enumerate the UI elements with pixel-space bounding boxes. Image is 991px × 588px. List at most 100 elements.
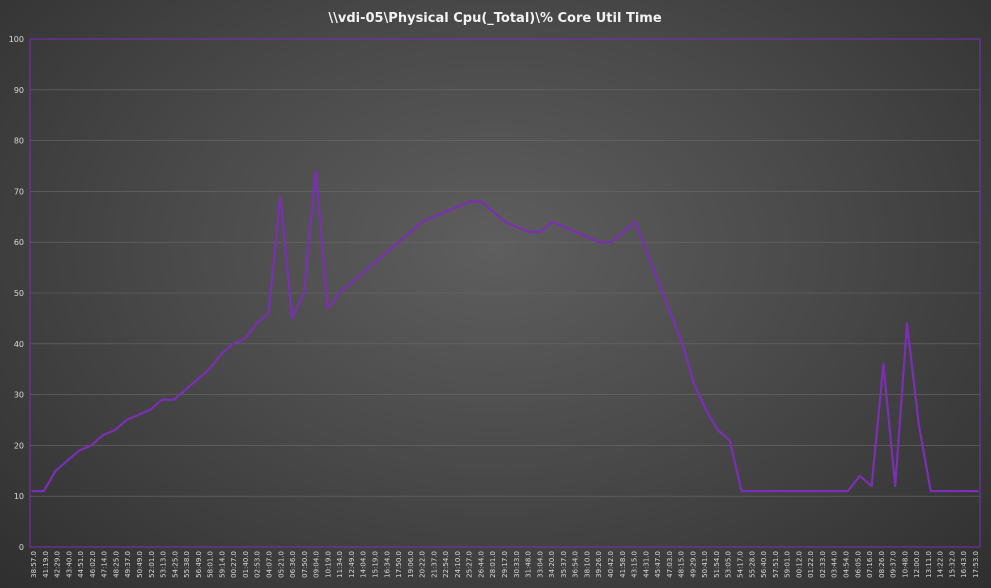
x-tick-label: 35:37.0 (560, 551, 568, 578)
data-point (149, 409, 152, 411)
data-point (291, 317, 293, 320)
x-tick-label: 56:40.0 (760, 551, 768, 578)
data-point (397, 241, 400, 243)
data-point (977, 490, 979, 492)
data-point (421, 221, 424, 223)
data-point (516, 226, 518, 228)
y-tick-label: 30 (14, 391, 24, 400)
data-point (740, 490, 743, 492)
data-point (965, 490, 967, 492)
x-tick-label: 21:37.0 (430, 551, 438, 578)
cpu-util-series-line (32, 170, 978, 493)
data-point (563, 226, 565, 228)
data-point (315, 170, 317, 172)
data-point (362, 271, 364, 274)
data-point (409, 231, 412, 233)
data-point (847, 490, 849, 492)
x-tick-label: 03:44.0 (831, 551, 839, 578)
data-point (208, 368, 211, 371)
x-tick-label: 11:34.0 (336, 551, 344, 578)
x-tick-label: 07:16.0 (866, 551, 874, 578)
x-tick-label: 00:12.0 (795, 551, 803, 578)
x-tick-label: 48:15.0 (678, 551, 686, 578)
y-tick-label: 100 (9, 35, 24, 44)
x-tick-label: 01:22.0 (807, 551, 815, 578)
x-tick-label: 50:41.0 (701, 551, 709, 578)
data-point (220, 353, 222, 355)
x-tick-label: 55:28.0 (748, 551, 756, 578)
data-point (196, 378, 199, 381)
x-tick-label: 49:29.0 (689, 551, 697, 578)
x-tick-label: 44:31.0 (642, 551, 650, 578)
x-tick-label: 30:33.0 (513, 551, 521, 578)
x-tick-label: 47:14.0 (101, 551, 109, 578)
x-tick-label: 57:51.0 (772, 551, 780, 578)
data-point (669, 312, 672, 315)
x-tick-label: 26:44.0 (477, 551, 485, 578)
x-tick-label: 10:19.0 (324, 551, 332, 578)
x-tick-label: 40:42.0 (607, 551, 615, 578)
data-point (255, 322, 258, 325)
x-tick-label: 44:51.0 (77, 551, 85, 578)
data-point (232, 343, 234, 345)
x-tick-label: 55:38.0 (183, 551, 191, 578)
y-tick-label: 60 (14, 238, 24, 247)
y-tick-label: 20 (14, 441, 24, 450)
data-point (456, 205, 459, 208)
data-point (882, 363, 885, 365)
data-point (445, 210, 447, 213)
data-point (634, 221, 636, 223)
data-point (90, 444, 92, 447)
data-point (953, 490, 956, 492)
x-tick-label: 54:17.0 (737, 551, 745, 578)
y-axis-ticks: 0 10 20 30 40 50 60 70 80 90 100 (9, 35, 24, 552)
x-tick-label: 47:03.0 (666, 551, 674, 578)
x-tick-label: 38:57.0 (30, 551, 38, 578)
data-point (267, 312, 270, 315)
x-tick-label: 56:49.0 (195, 551, 203, 578)
x-tick-label: 31:48.0 (525, 551, 533, 578)
data-point (693, 383, 695, 386)
x-tick-label: 49:37.0 (124, 551, 132, 578)
data-point (385, 251, 388, 254)
chart-title: \\vdi-05\Physical Cpu(_Total)\% Core Uti… (328, 11, 661, 26)
data-point (504, 221, 506, 223)
data-point (326, 307, 329, 310)
x-tick-label: 01:40.0 (242, 551, 250, 578)
x-tick-label: 04:54.0 (842, 551, 850, 578)
x-tick-label: 33:04.0 (536, 551, 544, 578)
x-tick-label: 25:27.0 (466, 551, 474, 578)
x-tick-label: 48:25.0 (112, 551, 120, 578)
x-tick-label: 43:40.0 (65, 551, 73, 578)
data-point (433, 216, 435, 218)
x-tick-label: 52:01.0 (148, 551, 156, 578)
x-tick-label: 17:53.0 (972, 551, 980, 578)
x-tick-label: 38:10.0 (583, 551, 591, 578)
data-point (858, 475, 861, 477)
x-tick-label: 16:34.0 (383, 551, 391, 578)
gridlines (30, 89, 980, 497)
data-point (941, 490, 944, 492)
data-point (598, 241, 601, 243)
data-point (31, 490, 33, 492)
data-point (551, 221, 554, 223)
data-point (66, 459, 69, 462)
x-tick-label: 06:05.0 (854, 551, 862, 578)
x-tick-label: 51:54.0 (713, 551, 721, 578)
plot-area-border (29, 38, 981, 548)
x-tick-label: 16:43.0 (960, 551, 968, 578)
data-point (279, 195, 282, 198)
x-tick-label: 50:49.0 (136, 551, 144, 578)
x-tick-label: 54:25.0 (171, 551, 179, 578)
x-tick-label: 39:26.0 (595, 551, 603, 578)
x-tick-label: 43:15.0 (631, 551, 639, 578)
x-tick-label: 59:14.0 (218, 551, 226, 578)
x-tick-label: 17:50.0 (395, 551, 403, 578)
data-point (468, 200, 471, 203)
x-tick-label: 05:21.0 (277, 551, 285, 578)
data-point (823, 490, 826, 492)
y-tick-label: 0 (19, 543, 24, 552)
x-axis-ticks: 38:57.0 41:19.0 42:29.0 43:40.0 44:51.0 46:02… (30, 551, 980, 578)
data-point (646, 251, 648, 254)
x-tick-label: 45:47.0 (654, 551, 662, 578)
